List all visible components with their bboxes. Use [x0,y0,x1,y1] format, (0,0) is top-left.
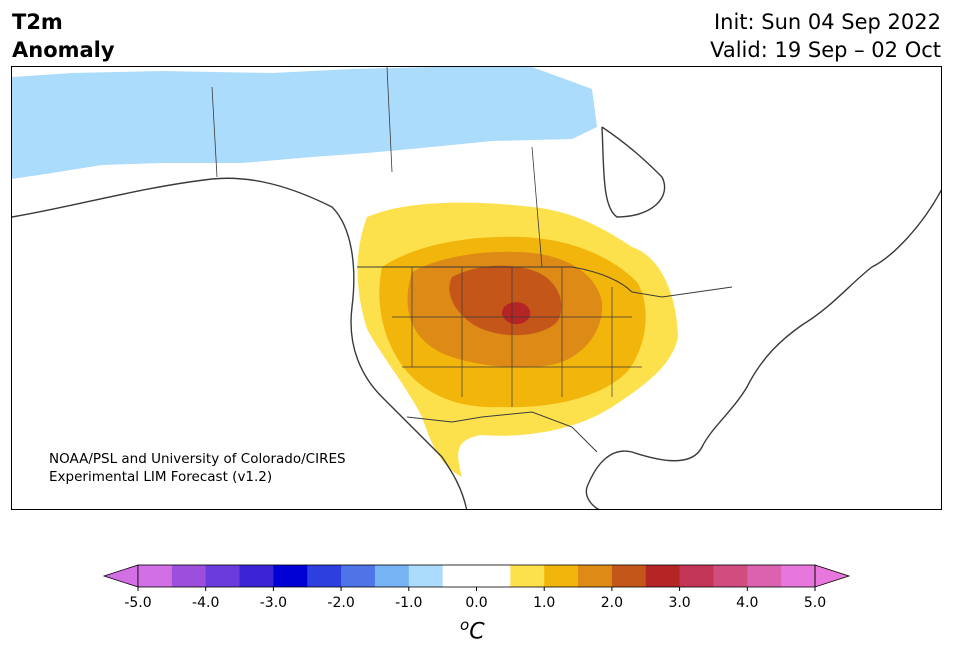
unit-letter: C [469,619,485,645]
unit-degree: o [460,616,470,634]
colorbar-segment [476,565,511,587]
colorbar-segment [408,565,444,587]
colorbar-tick-label: 3.0 [668,595,690,611]
colorbar-segment [374,565,410,587]
colorbar-tick-label: 4.0 [736,595,758,611]
colorbar-segment [205,565,241,587]
colorbar-tick-label: -2.0 [327,595,354,611]
colorbar-segment [645,565,681,587]
colorbar-segment [273,565,308,587]
colorbar-tick-label: 5.0 [804,595,826,611]
colorbar-tick-label: -1.0 [395,595,422,611]
colorbar-segment [307,565,342,587]
coastline-east [585,189,941,509]
colorbar-segment [442,565,477,587]
attribution-line-1: NOAA/PSL and University of Colorado/CIRE… [49,451,346,467]
colorbar-tick-label: 0.0 [465,595,487,611]
colorbar-segment [679,565,714,587]
colorbar: -5.0 -4.0 -3.0 -2.0 -1.0 0.0 1.0 2.0 3.0 4.0 5.0 [102,564,851,611]
colorbar-segment [239,565,274,587]
anomaly-map: NOAA/PSL and University of Colorado/CIRE… [11,66,942,510]
title-line-1: T2m [12,10,63,34]
cold-anomaly-region [12,67,597,179]
map-title: T2m Anomaly [12,8,115,64]
attribution: NOAA/PSL and University of Colorado/CIRE… [49,450,346,486]
init-date: Init: Sun 04 Sep 2022 [713,10,941,34]
attribution-line-2: Experimental LIM Forecast (v1.2) [49,469,273,485]
colorbar-tick-label: -3.0 [260,595,287,611]
map-svg [12,67,941,509]
colorbar-segment [544,565,579,587]
us-mexico-border [406,411,598,453]
colorbar-unit: oC [460,616,485,644]
colorbar-extend-high [814,564,851,588]
colorbar-tick-label: -5.0 [124,595,151,611]
colorbar-segment [781,565,816,587]
colorbar-segment [171,565,207,587]
us-canada-border [357,266,733,298]
colorbar-segment [510,565,545,587]
colorbar-segment [747,565,782,587]
forecast-dates: Init: Sun 04 Sep 2022 Valid: 19 Sep – 02… [710,8,941,64]
warm-anomaly-level-5 [502,302,531,325]
hudson-bay-coast [601,126,666,218]
colorbar-extend-low [102,564,139,588]
colorbar-segment [713,565,748,587]
warm-anomaly-level-4 [449,265,562,336]
coastline-west [12,177,468,509]
colorbar-segment [138,565,173,587]
colorbar-tick-label: -4.0 [192,595,219,611]
colorbar-segments [102,564,851,588]
valid-period: Valid: 19 Sep – 02 Oct [710,38,941,62]
colorbar-segment [578,565,613,587]
colorbar-ticks: -5.0 -4.0 -3.0 -2.0 -1.0 0.0 1.0 2.0 3.0 4.0 5.0 [124,587,826,611]
colorbar-segment [611,565,647,587]
colorbar-tick-label: 2.0 [601,595,623,611]
colorbar-tick-label: 1.0 [533,595,555,611]
canadian-provinces [211,67,543,268]
state-lines [392,267,642,407]
colorbar-segment [341,565,376,587]
title-line-2: Anomaly [12,38,115,62]
